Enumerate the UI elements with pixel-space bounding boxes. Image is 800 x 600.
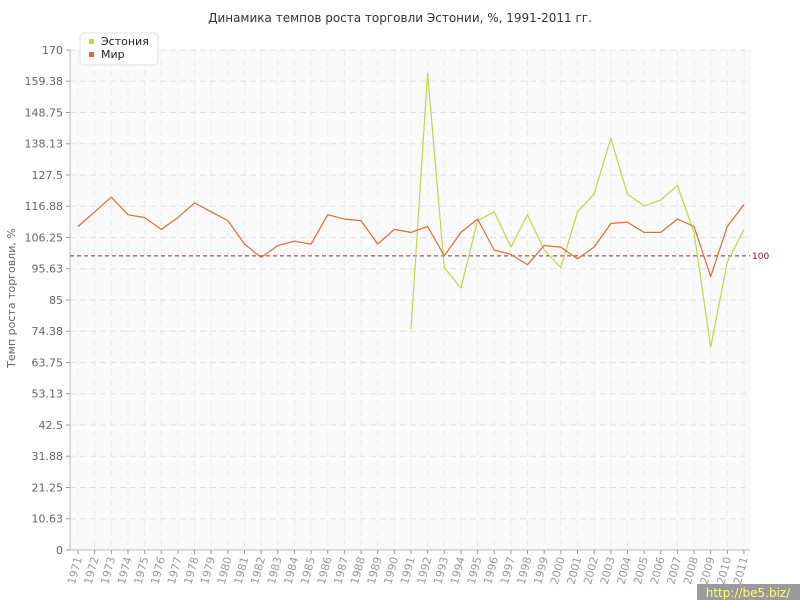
y-tick-label: 95.63: [32, 263, 64, 276]
series-line-estonia: [410, 72, 745, 348]
legend-box: [79, 32, 159, 66]
grid: [70, 49, 750, 551]
y-tick-label: 106.25: [25, 232, 64, 245]
y-tick-label: 10.63: [32, 513, 64, 526]
y-tick-label: 116.88: [25, 200, 64, 213]
y-tick-label: 0: [56, 544, 63, 557]
reference-line-group: 100: [70, 252, 769, 262]
watermark-bg: [697, 584, 800, 600]
series-line-world: [77, 196, 745, 278]
series-lines: [77, 72, 745, 348]
y-tick-label: 159.38: [25, 75, 64, 88]
watermark-text: http://be5.biz/: [706, 586, 791, 600]
y-tick-label: 31.88: [32, 450, 64, 463]
y-tick-label: 74.38: [32, 325, 64, 338]
x-axis: 1971197219731974197519761977197819791980…: [65, 549, 751, 586]
watermark: http://be5.biz/: [697, 584, 800, 600]
y-tick-label: 85: [49, 294, 63, 307]
chart-title: Динамика темпов роста торговли Эстонии, …: [208, 11, 592, 25]
y-tick-label: 63.75: [32, 357, 64, 370]
legend-swatch: [89, 39, 94, 44]
y-tick-label: 53.13: [32, 388, 64, 401]
y-tick-label: 42.5: [39, 419, 64, 432]
legend-swatch: [89, 52, 94, 57]
y-tick-label: 148.75: [25, 107, 64, 120]
reference-line-label: 100: [752, 252, 769, 262]
legend-label: Мир: [101, 48, 125, 61]
y-tick-label: 21.25: [32, 482, 64, 495]
y-tick-label: 170: [42, 44, 63, 57]
x-tick-label: 2011: [731, 555, 751, 585]
y-tick-label: 138.13: [25, 138, 64, 151]
y-axis: 0 10.63 21.25 31.88 42.5 53.13 63.75 74.38 85 95.…: [25, 44, 71, 557]
y-tick-label: 127.5: [32, 169, 64, 182]
y-axis-label: Темп роста торговли, %: [5, 228, 18, 369]
legend-label: Эстония: [101, 35, 149, 48]
